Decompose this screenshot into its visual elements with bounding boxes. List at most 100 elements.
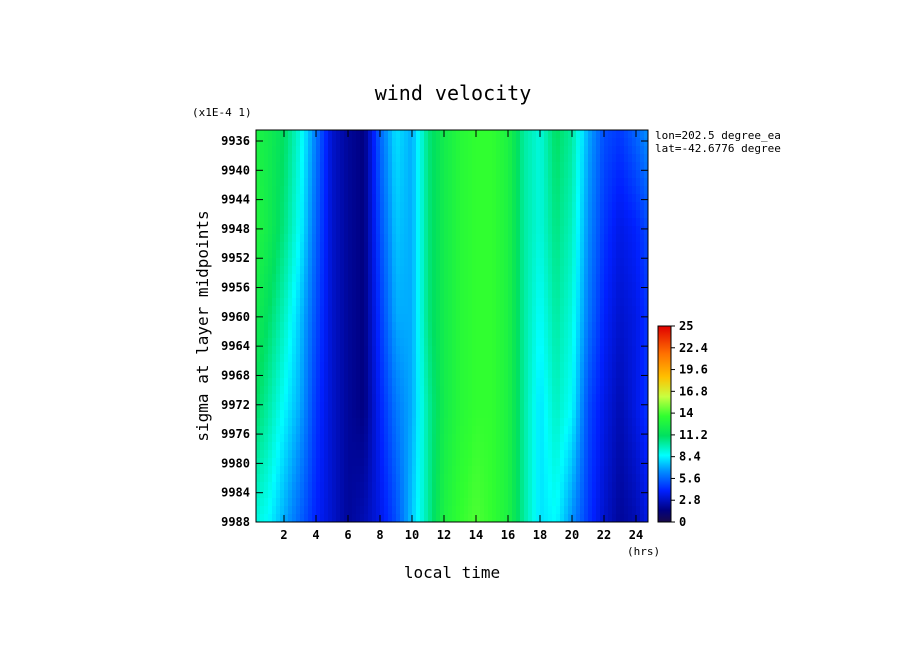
heatmap-cell [504, 386, 509, 395]
heatmap-cell [456, 498, 461, 507]
heatmap-cell [416, 482, 421, 491]
heatmap-cell [500, 146, 505, 155]
heatmap-cell [552, 306, 557, 315]
heatmap-cell [604, 146, 609, 155]
heatmap-cell [556, 434, 561, 443]
heatmap-cell [528, 154, 533, 163]
heatmap-cell [580, 362, 585, 371]
chart-title: wind velocity [375, 81, 532, 105]
heatmap-cell [484, 450, 489, 459]
heatmap-cell [444, 450, 449, 459]
heatmap-cell [536, 234, 541, 243]
heatmap-cell [396, 498, 401, 507]
heatmap-cell [384, 418, 389, 427]
heatmap-cell [264, 410, 269, 419]
heatmap-cell [644, 218, 648, 227]
heatmap-cell [480, 386, 485, 395]
heatmap-cell [296, 234, 301, 243]
heatmap-cell [516, 370, 521, 379]
heatmap-cell [608, 306, 613, 315]
heatmap-cell [644, 250, 648, 259]
heatmap-cell [308, 250, 313, 259]
heatmap-cell [256, 282, 261, 291]
heatmap-cell [576, 170, 581, 179]
heatmap-cell [544, 458, 549, 467]
heatmap-cell [260, 194, 265, 203]
heatmap-cell [636, 426, 641, 435]
heatmap-cell [464, 146, 469, 155]
heatmap-cell [292, 162, 297, 171]
heatmap-cell [388, 442, 393, 451]
heatmap-cell [412, 338, 417, 347]
heatmap-cell [368, 386, 373, 395]
heatmap-cell [384, 314, 389, 323]
heatmap-cell [460, 146, 465, 155]
heatmap-cell [592, 378, 597, 387]
heatmap-cell [332, 258, 337, 267]
heatmap-cell [580, 250, 585, 259]
heatmap-cell [380, 218, 385, 227]
heatmap-cell [608, 482, 613, 491]
heatmap-cell [504, 146, 509, 155]
heatmap-cell [444, 394, 449, 403]
heatmap-cell [640, 146, 645, 155]
heatmap-cell [408, 178, 413, 187]
heatmap-cell [620, 282, 625, 291]
heatmap-cell [344, 394, 349, 403]
heatmap-cell [472, 154, 477, 163]
heatmap-cell [484, 346, 489, 355]
heatmap-cell [636, 442, 641, 451]
heatmap-cell [468, 218, 473, 227]
heatmap-cell [536, 250, 541, 259]
heatmap-cell [440, 442, 445, 451]
heatmap-cell [472, 506, 477, 515]
heatmap-cell [296, 426, 301, 435]
heatmap-cell [532, 234, 537, 243]
heatmap-cell [324, 386, 329, 395]
heatmap-cell [300, 306, 305, 315]
heatmap-cell [352, 474, 357, 483]
heatmap-cell [556, 362, 561, 371]
heatmap-cell [296, 442, 301, 451]
heatmap-cell [276, 346, 281, 355]
heatmap-cell [492, 138, 497, 147]
heatmap-cell [564, 338, 569, 347]
heatmap-cell [560, 306, 565, 315]
heatmap-cell [340, 146, 345, 155]
heatmap-cell [416, 450, 421, 459]
heatmap-cell [508, 138, 513, 147]
heatmap-cell [584, 178, 589, 187]
heatmap-cell [348, 394, 353, 403]
heatmap-cell [612, 466, 617, 475]
heatmap-cell [536, 298, 541, 307]
heatmap-cell [600, 138, 605, 147]
heatmap-cell [600, 362, 605, 371]
heatmap-cell [260, 186, 265, 195]
heatmap-cell [324, 490, 329, 499]
heatmap-cell [528, 178, 533, 187]
heatmap-cell [564, 170, 569, 179]
heatmap-cell [504, 306, 509, 315]
heatmap-cell [580, 498, 585, 507]
heatmap-cell [328, 418, 333, 427]
heatmap-cell [576, 394, 581, 403]
heatmap-cell [556, 506, 561, 515]
heatmap-cell [640, 362, 645, 371]
heatmap-cell [280, 146, 285, 155]
heatmap-cell [444, 266, 449, 275]
heatmap-cell [512, 178, 517, 187]
heatmap-cell [640, 330, 645, 339]
heatmap-cell [488, 386, 493, 395]
heatmap-cell [356, 242, 361, 251]
heatmap-cell [280, 458, 285, 467]
heatmap-cell [592, 154, 597, 163]
heatmap-cell [432, 418, 437, 427]
heatmap-cell [424, 402, 429, 411]
heatmap-cell [552, 346, 557, 355]
heatmap-cell [488, 266, 493, 275]
heatmap-cell [308, 218, 313, 227]
heatmap-cell [352, 410, 357, 419]
heatmap-cell [508, 466, 513, 475]
heatmap-cell [264, 474, 269, 483]
heatmap-cell [408, 226, 413, 235]
